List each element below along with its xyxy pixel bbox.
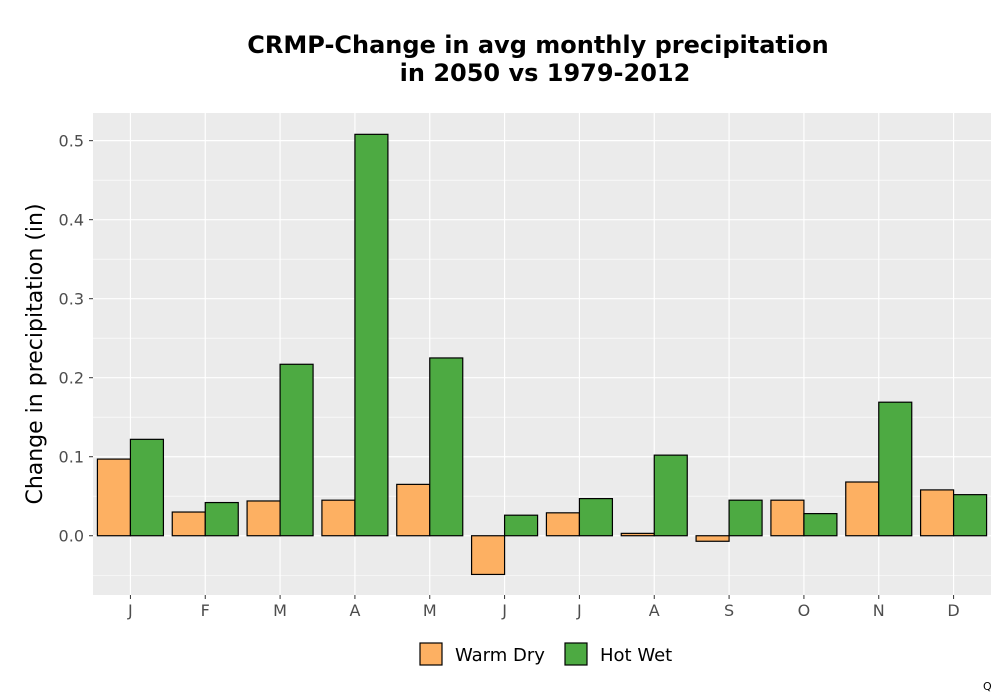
bar-warm-dry-4 [396,483,431,537]
bar-warm-dry-0 [96,458,132,537]
x-tick-label: A [649,601,660,620]
plot-background [93,113,991,595]
bar-warm-dry-2 [246,500,281,537]
bar-warm-dry-6 [545,512,581,537]
bar-warm-dry-8 [695,535,730,542]
bar-warm-dry-9 [770,499,805,537]
bar-hot-wet-1 [204,501,239,537]
bar-warm-dry-5 [470,535,506,576]
y-tick-label: 0.2 [59,369,84,388]
bar-warm-dry-7 [620,532,655,537]
legend-swatch-hot-wet [564,642,588,666]
legend: Warm Dry Hot Wet [419,642,672,666]
bar-hot-wet-4 [429,357,464,537]
x-tick-label: M [423,601,437,620]
legend-swatch-warm-dry [419,642,443,666]
bar-warm-dry-11 [919,489,955,537]
x-tick-label: A [349,601,360,620]
bar-hot-wet-5 [503,514,539,537]
bar-hot-wet-0 [129,438,165,537]
x-tick-label: S [724,601,734,620]
plot-panel [93,113,991,595]
legend-label-warm-dry: Warm Dry [455,645,545,666]
bar-warm-dry-1 [171,511,206,537]
bar-hot-wet-3 [354,133,389,537]
bar-hot-wet-9 [803,513,838,537]
bar-hot-wet-7 [653,454,688,537]
x-tick-label: J [501,601,507,620]
y-axis-title: Change in precipitation (in) [23,203,48,504]
x-tick-label: J [127,601,133,620]
corner-mark: Q [983,680,992,693]
legend-label-hot-wet: Hot Wet [600,645,672,666]
bar-warm-dry-3 [321,499,356,537]
y-tick-label: 0.5 [59,132,84,151]
chart-title-line-2: in 2050 vs 1979-2012 [400,59,691,87]
bar-hot-wet-8 [728,499,763,537]
bars [96,133,988,576]
x-tick-label: M [273,601,287,620]
y-axis-tick-labels: 0.0 0.1 0.2 0.3 0.4 0.5 [59,132,93,546]
bar-hot-wet-6 [578,498,614,537]
x-tick-label: F [201,601,210,620]
bar-hot-wet-10 [878,401,913,537]
bar-hot-wet-2 [279,363,314,537]
y-tick-label: 0.0 [59,527,84,546]
chart-title-line-1: CRMP-Change in avg monthly precipitation [247,31,828,59]
bar-hot-wet-11 [952,494,988,537]
x-tick-label: O [798,601,811,620]
y-tick-label: 0.1 [59,448,84,467]
y-tick-label: 0.4 [59,211,84,230]
x-tick-label: J [576,601,582,620]
bar-warm-dry-10 [845,481,880,537]
x-tick-label: D [947,601,959,620]
y-tick-label: 0.3 [59,290,84,309]
x-tick-label: N [873,601,885,620]
